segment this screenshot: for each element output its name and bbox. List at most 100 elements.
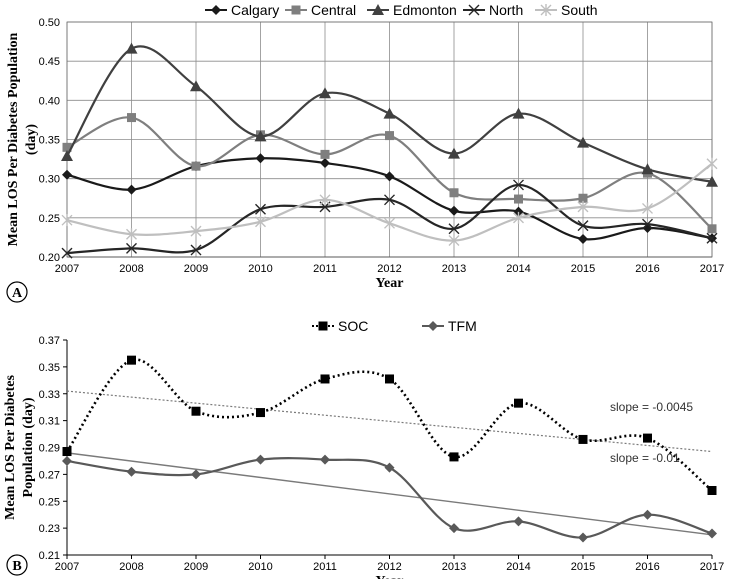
y-tick-label: 0.23 [39, 523, 60, 535]
x-axis-title: Year [376, 574, 404, 579]
data-point-calgary [642, 223, 653, 234]
data-point-central [127, 113, 136, 123]
data-point-soc [578, 434, 588, 444]
data-point-soc [62, 447, 72, 457]
data-point-north [190, 244, 202, 256]
y-tick-label: 0.21 [39, 550, 60, 562]
x-tick-label: 2009 [184, 561, 208, 573]
legend-marker-north [468, 4, 480, 16]
data-point-central [62, 142, 72, 152]
data-point-north [61, 247, 73, 259]
data-point-tfm [449, 523, 459, 534]
legend-item: SOC [312, 318, 368, 334]
data-point-soc [514, 398, 523, 408]
x-tick-label: 2015 [571, 263, 595, 275]
panel-b-chart: 0.21 0.23 0.25 0.27 0.29 0.31 0.33 0.35 0.37 2007… [3, 318, 724, 579]
data-point-central [449, 188, 459, 198]
data-point-calgary [62, 169, 72, 180]
data-point-south [513, 211, 524, 224]
y-axis-title: Mean LOS Per Diabetes [3, 375, 18, 520]
legend-item: TFM [422, 318, 477, 334]
data-point-north [384, 194, 395, 206]
data-point-soc [449, 452, 459, 462]
x-tick-label: 2011 [313, 263, 337, 275]
data-point-edmonton [706, 175, 718, 187]
data-point-edmonton [448, 147, 460, 159]
data-point-edmonton [254, 130, 267, 142]
x-tick-label: 2013 [442, 561, 466, 573]
y-axis-title: (day) [24, 124, 39, 155]
panel-a-chart: 0.20 0.25 0.30 0.35 0.40 0.45 0.50 2007 2008 2009… [6, 2, 724, 303]
panel-label-circle [6, 554, 28, 576]
data-point-calgary [449, 205, 459, 216]
data-point-central [191, 161, 201, 171]
legend-item: Calgary [205, 2, 279, 18]
panel-label: B [12, 559, 21, 574]
data-point-south [319, 193, 331, 206]
x-tick-label: 2010 [248, 263, 272, 275]
data-point-edmonton [125, 42, 138, 54]
y-axis-title: Population (day) [21, 397, 36, 497]
trendline-tfm [66, 452, 713, 536]
data-point-south [384, 217, 395, 230]
x-tick-label: 2014 [506, 263, 530, 275]
x-tick-label: 2016 [635, 263, 659, 275]
legend-item: Central [285, 2, 356, 18]
x-tick-label: 2008 [119, 561, 143, 573]
x-tick-label: 2017 [700, 263, 724, 275]
x-tick-label: 2011 [313, 561, 337, 573]
trendline-label: slope = -0.01 [610, 451, 680, 465]
data-point-tfm [320, 454, 330, 465]
data-point-south [61, 214, 73, 227]
x-tick-label: 2015 [571, 561, 595, 573]
legend-label: Edmonton [393, 2, 457, 18]
x-tick-label: 2008 [119, 263, 143, 275]
data-point-south [126, 228, 137, 241]
data-point-calgary [578, 233, 588, 244]
y-tick-label: 0.31 [39, 416, 60, 428]
data-point-south [448, 234, 460, 247]
y-axis-title: Mean LOS Per Diabetes Population [6, 32, 21, 246]
data-point-soc [191, 406, 201, 416]
data-point-tfm [384, 462, 395, 473]
data-point-tfm [642, 509, 653, 520]
y-tick-label: 0.50 [39, 17, 60, 29]
y-tick-label: 0.29 [39, 443, 60, 455]
data-point-soc [256, 408, 265, 418]
trendline-label: slope = -0.0045 [610, 400, 693, 414]
data-point-calgary [513, 206, 524, 217]
data-point-tfm [62, 455, 72, 466]
x-tick-label: 2007 [55, 561, 79, 573]
x-tick-label: 2017 [700, 561, 724, 573]
x-tick-label: 2016 [635, 561, 659, 573]
y-tick-label: 0.30 [39, 174, 60, 186]
data-point-edmonton [577, 136, 589, 148]
data-point-north [513, 179, 524, 191]
data-point-calgary [320, 158, 330, 168]
data-point-edmonton [512, 107, 525, 119]
legend-label: North [489, 2, 523, 18]
data-point-north [255, 203, 266, 215]
y-tick-label: 0.25 [39, 213, 60, 225]
plot-frame [66, 21, 713, 258]
data-point-central [707, 224, 717, 234]
data-point-soc [707, 486, 717, 495]
x-axis-title: Year [376, 276, 404, 291]
series-line-soc [65, 358, 713, 492]
data-point-tfm [578, 532, 588, 543]
x-tick-label: 2009 [184, 263, 208, 275]
data-point-south [190, 225, 202, 238]
legend-item: Edmonton [367, 2, 457, 18]
legend-marker-calgary [211, 5, 221, 15]
y-tick-label: 0.45 [39, 56, 60, 68]
data-point-edmonton [383, 107, 396, 119]
data-point-central [514, 194, 523, 204]
panel-label-circle [6, 281, 28, 303]
data-point-calgary [126, 184, 137, 195]
series-line-edmonton [66, 45, 713, 183]
x-tick-label: 2012 [377, 561, 401, 573]
legend-marker-soc [318, 321, 328, 331]
x-tick-label: 2010 [248, 561, 272, 573]
y-tick-label: 0.37 [39, 335, 60, 347]
data-point-edmonton [61, 149, 73, 161]
